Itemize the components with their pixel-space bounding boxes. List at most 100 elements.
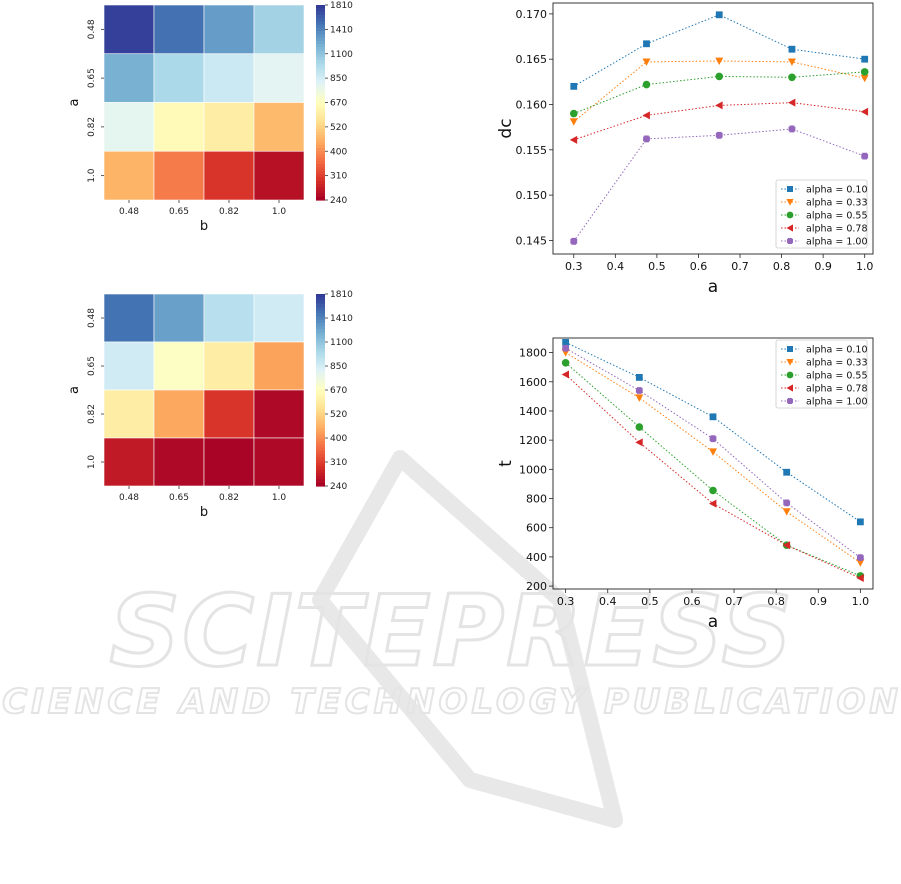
colorbar-segment (316, 135, 325, 139)
data-point (642, 58, 651, 66)
colorbar-segment (316, 5, 325, 9)
data-point (562, 338, 570, 346)
data-point (786, 211, 794, 219)
x-tick-label: 1.0 (272, 493, 287, 503)
colorbar-segment (316, 348, 325, 353)
colorbar-segment (316, 345, 325, 349)
y-tick-label: 0.165 (516, 53, 548, 66)
colorbar-segment (316, 322, 325, 327)
colorbar-segment (316, 24, 325, 29)
colorbar-segment (316, 434, 325, 439)
colorbar-segment (316, 418, 325, 423)
colorbar-segment (316, 167, 325, 172)
heatmap-cell (103, 341, 155, 391)
colorbar-segment (316, 329, 325, 333)
colorbar-segment (316, 157, 325, 162)
colorbar-segment (316, 406, 325, 410)
colorbar-segment (316, 386, 325, 391)
colorbar-segment (316, 66, 325, 71)
data-point (786, 359, 794, 366)
plot-frame (552, 337, 874, 590)
legend: alpha = 0.10 alpha = 0.33 alpha = 0.55 alph… (775, 339, 868, 409)
y-axis-label: a (67, 386, 82, 394)
data-point (570, 82, 578, 90)
colorbar-segment (316, 396, 325, 401)
legend-label: alpha = 0.33 (806, 198, 868, 209)
heatmap-cell (203, 437, 255, 487)
plot-frame (552, 2, 874, 255)
y-tick-label: 1600 (519, 376, 547, 389)
colorbar-segment (316, 57, 325, 61)
colorbar-segment (316, 402, 325, 407)
colorbar-segment (316, 148, 325, 152)
y-axis-label: dc (496, 118, 516, 138)
y-tick-label: 0.48 (87, 308, 97, 328)
heatmap-cell (203, 341, 255, 391)
y-tick-label: 0.155 (516, 144, 548, 157)
colorbar-segment (316, 73, 325, 78)
data-point (856, 554, 864, 562)
colorbar-segment (316, 109, 325, 113)
data-point (642, 111, 650, 120)
y-tick-label: 0.160 (516, 98, 548, 111)
colorbar-segment (316, 53, 325, 58)
heatmap-cell (253, 4, 305, 55)
heatmap-cell (153, 53, 205, 103)
colorbar-segment (316, 128, 325, 133)
x-tick-label: 0.65 (169, 493, 189, 503)
data-point (635, 438, 643, 447)
colorbar-segment (316, 70, 325, 74)
legend-label: alpha = 0.55 (806, 371, 868, 382)
data-point (643, 40, 650, 48)
colorbar-segment (316, 479, 325, 484)
colorbar-segment (316, 338, 325, 343)
x-axis-label: a (708, 612, 718, 632)
data-point (643, 135, 650, 143)
heatmap-cell (203, 102, 255, 152)
data-point (635, 374, 643, 381)
data-point (856, 574, 864, 583)
watermark: SCITEPRESS SCIENCE AND TECHNOLOGY PUBLIC… (0, 450, 901, 828)
data-point (635, 423, 644, 431)
heatmap-cell (203, 389, 255, 439)
colorbar-segment (316, 76, 325, 81)
colorbar-segment (316, 31, 325, 35)
watermark-emblem-icon (312, 450, 623, 828)
colorbar-segment (316, 183, 325, 188)
colorbar-segment (316, 37, 325, 42)
data-point (570, 237, 578, 245)
y-tick-label: 600 (526, 522, 547, 535)
colorbar-tick-label: 1100 (330, 338, 353, 348)
legend-box (775, 179, 868, 249)
colorbar-segment (316, 316, 325, 321)
colorbar-segment (316, 164, 325, 169)
data-point (709, 486, 717, 495)
y-tick-label: 0.145 (516, 234, 548, 247)
y-tick-label: 0.48 (87, 19, 97, 39)
colorbar-segment (316, 144, 325, 149)
x-tick-label: 0.5 (641, 595, 659, 608)
data-point (709, 448, 717, 456)
x-tick-label: 0.7 (725, 595, 743, 608)
data-point (787, 346, 793, 352)
colorbar-segment (316, 18, 325, 22)
data-point (635, 387, 643, 394)
data-point (715, 131, 723, 139)
y-tick-label: 0.82 (87, 404, 97, 424)
colorbar-segment (316, 92, 325, 97)
legend-label: alpha = 0.55 (806, 211, 868, 222)
colorbar-tick-label: 1410 (330, 25, 353, 35)
heatmap-cell (103, 53, 155, 103)
y-tick-label: 0.150 (516, 189, 548, 202)
colorbar-segment (316, 89, 325, 94)
x-tick-label: 0.48 (119, 207, 139, 217)
data-point (715, 57, 724, 65)
data-point (786, 384, 793, 392)
heatmap-cell (153, 4, 205, 55)
colorbar-segment (316, 466, 325, 471)
colorbar-segment (316, 409, 325, 413)
legend-label: alpha = 1.00 (806, 237, 868, 248)
colorbar-segment (316, 151, 325, 156)
data-point (787, 398, 794, 404)
colorbar-segment (316, 457, 325, 461)
